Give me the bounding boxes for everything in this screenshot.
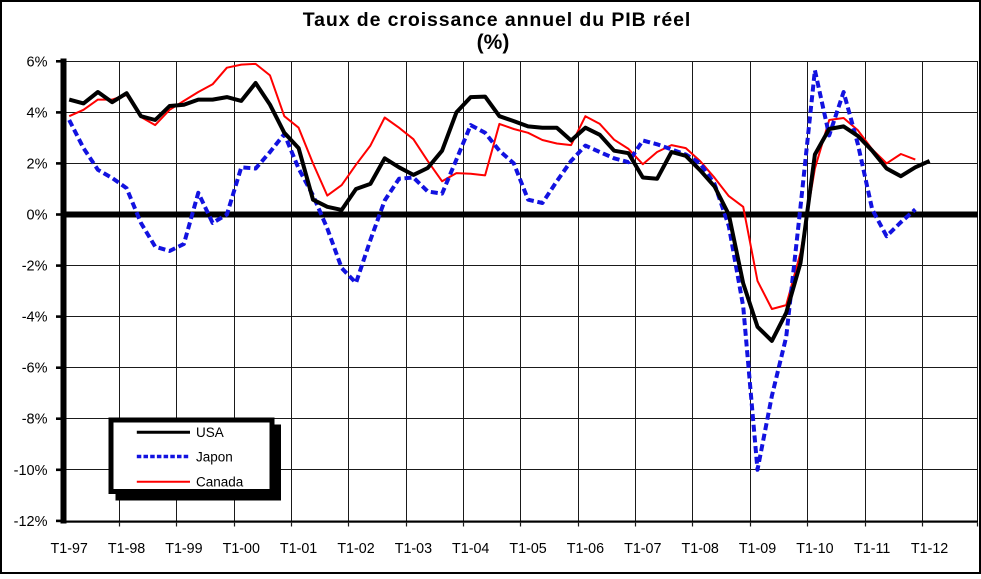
svg-text:T1-08: T1-08: [682, 541, 719, 557]
svg-text:T1-99: T1-99: [165, 541, 202, 557]
svg-text:T1-03: T1-03: [395, 541, 432, 557]
svg-text:4%: 4%: [27, 105, 48, 121]
svg-text:T1-01: T1-01: [280, 541, 317, 557]
svg-text:T1-10: T1-10: [796, 541, 833, 557]
svg-text:6%: 6%: [27, 54, 48, 70]
svg-text:T1-02: T1-02: [337, 541, 374, 557]
svg-text:T1-09: T1-09: [739, 541, 776, 557]
svg-text:Canada: Canada: [196, 475, 244, 490]
svg-text:USA: USA: [196, 425, 224, 440]
svg-text:T1-04: T1-04: [452, 541, 489, 557]
svg-text:-6%: -6%: [22, 361, 48, 377]
svg-text:Japon: Japon: [196, 449, 233, 464]
svg-text:T1-00: T1-00: [223, 541, 260, 557]
svg-text:(%): (%): [477, 31, 510, 54]
svg-text:2%: 2%: [27, 156, 48, 172]
svg-text:T1-11: T1-11: [854, 541, 890, 557]
svg-text:T1-07: T1-07: [624, 541, 661, 557]
svg-text:-10%: -10%: [14, 463, 48, 479]
svg-text:Taux de croissance annuel du P: Taux de croissance annuel du PIB réel: [303, 9, 691, 31]
svg-text:T1-98: T1-98: [108, 541, 145, 557]
svg-text:-12%: -12%: [14, 514, 48, 530]
svg-text:T1-97: T1-97: [51, 541, 88, 557]
svg-text:0%: 0%: [27, 208, 48, 224]
svg-text:-8%: -8%: [22, 412, 48, 428]
svg-text:-4%: -4%: [22, 310, 48, 326]
svg-text:T1-05: T1-05: [509, 541, 546, 557]
svg-text:T1-12: T1-12: [911, 541, 948, 557]
svg-text:-2%: -2%: [22, 259, 48, 275]
svg-text:T1-06: T1-06: [567, 541, 604, 557]
